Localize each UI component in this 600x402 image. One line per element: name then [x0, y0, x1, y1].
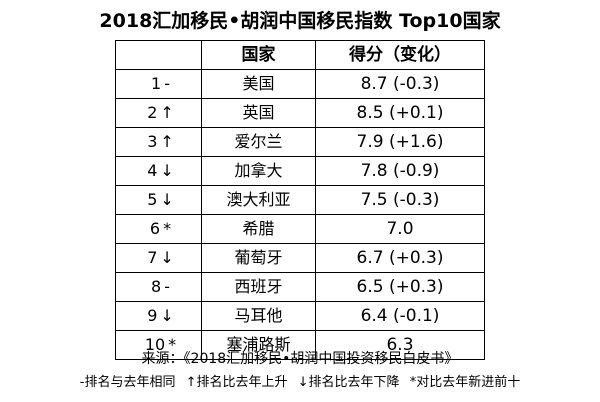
rank-number: 2 — [147, 103, 158, 122]
rank-number: 10 — [144, 335, 166, 354]
score-cell: 6.7 (+0.3) — [315, 243, 485, 273]
rank-cell: 1- — [115, 69, 202, 99]
legend-item-up: ↑排名比去年上升 — [185, 375, 288, 390]
new-entry-icon: * — [163, 219, 172, 238]
rank-unchanged-icon: - — [164, 277, 170, 296]
table-row: 10 * 塞浦路斯 6.3 — [115, 330, 485, 360]
score-cell: 7.8 (-0.9) — [315, 156, 485, 186]
rank-cell: 10 * — [115, 330, 202, 360]
rank-cell: 9 ↓ — [115, 301, 202, 331]
country-cell: 西班牙 — [201, 272, 316, 302]
country-cell: 塞浦路斯 — [201, 330, 316, 360]
rank-cell: 5 ↓ — [115, 185, 202, 215]
rank-cell: 6 * — [115, 214, 202, 244]
rank-down-icon: ↓ — [160, 248, 174, 267]
table-header-row: 国家 得分（变化） — [115, 40, 485, 70]
source-note: 来源：《2018汇加移民•胡润中国投资移民白皮书》 — [141, 351, 459, 367]
country-cell: 葡萄牙 — [201, 243, 316, 273]
country-cell: 澳大利亚 — [201, 185, 316, 215]
rank-number: 1 — [151, 74, 162, 93]
rank-number: 6 — [149, 219, 161, 238]
rank-up-icon: ↑ — [160, 132, 174, 151]
country-cell: 英国 — [201, 98, 316, 128]
score-cell: 8.7 (-0.3) — [315, 69, 485, 99]
score-cell: 6.3 — [315, 330, 485, 360]
table-row: 5 ↓ 澳大利亚 7.5 (-0.3) — [115, 185, 485, 215]
rank-number: 5 — [147, 190, 158, 209]
score-cell: 6.5 (+0.3) — [315, 272, 485, 302]
new-entry-icon: * — [168, 335, 177, 354]
rank-down-icon: ↓ — [160, 161, 174, 180]
rank-cell: 8- — [115, 272, 202, 302]
score-cell: 8.5 (+0.1) — [315, 98, 485, 128]
rank-number: 3 — [147, 132, 158, 151]
table-row: 1- 美国 8.7 (-0.3) — [115, 69, 485, 99]
column-header-country: 国家 — [201, 40, 316, 70]
rank-down-icon: ↓ — [160, 190, 174, 209]
table-row: 8- 西班牙 6.5 (+0.3) — [115, 272, 485, 302]
table-row: 9 ↓ 马耳他 6.4 (-0.1) — [115, 301, 485, 331]
rank-number: 7 — [147, 248, 158, 267]
table-header: 国家 得分（变化） — [115, 40, 485, 70]
country-cell: 爱尔兰 — [201, 127, 316, 157]
rank-number: 4 — [147, 161, 158, 180]
rank-up-icon: ↑ — [160, 103, 174, 122]
table-row: 2 ↑ 英国 8.5 (+0.1) — [115, 98, 485, 128]
legend-item-down: ↓排名比去年下降 — [297, 375, 400, 390]
table-row: 6 * 希腊 7.0 — [115, 214, 485, 244]
table-row: 3 ↑ 爱尔兰 7.9 (+1.6) — [115, 127, 485, 157]
legend-item-new: *对比去年新进前十 — [409, 375, 521, 390]
rank-down-icon: ↓ — [160, 306, 174, 325]
country-cell: 马耳他 — [201, 301, 316, 331]
table-row: 4 ↓ 加拿大 7.8 (-0.9) — [115, 156, 485, 186]
score-cell: 6.4 (-0.1) — [315, 301, 485, 331]
rank-cell: 4 ↓ — [115, 156, 202, 186]
country-cell: 美国 — [201, 69, 316, 99]
score-cell: 7.5 (-0.3) — [315, 185, 485, 215]
country-cell: 希腊 — [201, 214, 316, 244]
rank-cell: 7 ↓ — [115, 243, 202, 273]
rank-cell: 3 ↑ — [115, 127, 202, 157]
country-cell: 加拿大 — [201, 156, 316, 186]
rank-cell: 2 ↑ — [115, 98, 202, 128]
legend-item-unchanged: -排名与去年相同 — [79, 375, 176, 390]
table-body: 1- 美国 8.7 (-0.3) 2 ↑ 英国 8.5 (+0.1) 3 ↑ 爱尔兰… — [115, 69, 485, 360]
table-row: 7 ↓ 葡萄牙 6.7 (+0.3) — [115, 243, 485, 273]
column-header-rank — [115, 40, 202, 70]
score-cell: 7.9 (+1.6) — [315, 127, 485, 157]
column-header-score: 得分（变化） — [315, 40, 485, 70]
page-title: 2018汇加移民•胡润中国移民指数 Top10国家 — [99, 10, 501, 32]
rank-number: 9 — [147, 306, 158, 325]
score-cell: 7.0 — [315, 214, 485, 244]
legend: -排名与去年相同 ↑排名比去年上升 ↓排名比去年下降 *对比去年新进前十 — [0, 372, 600, 394]
ranking-table: 国家 得分（变化） 1- 美国 8.7 (-0.3) 2 ↑ 英国 8.5 (+0… — [115, 40, 485, 360]
rank-unchanged-icon: - — [164, 74, 170, 93]
rank-number: 8 — [151, 277, 162, 296]
